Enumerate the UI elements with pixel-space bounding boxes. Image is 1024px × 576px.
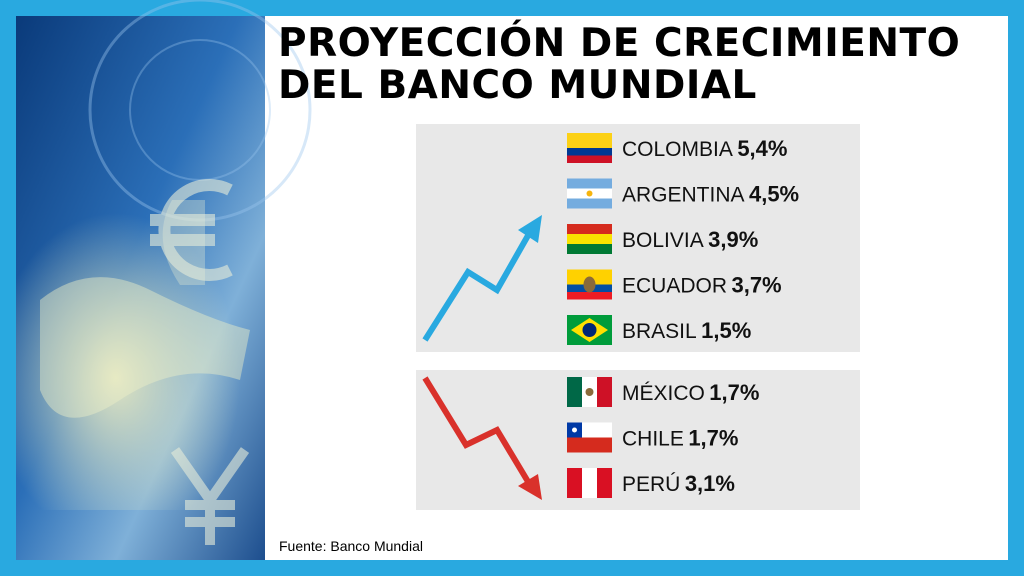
down-arrow (422, 376, 542, 500)
flag-part (567, 198, 612, 209)
country: BRASIL (622, 320, 697, 343)
title-line: DEL BANCO MUNDIAL (278, 63, 757, 108)
flag-part (567, 155, 612, 163)
up-arrow (422, 215, 542, 342)
row-label: BOLIVIA 3,9% (622, 227, 758, 252)
growth-value: 1,5% (701, 318, 751, 343)
side-image (16, 0, 312, 560)
flag-part (597, 468, 612, 498)
row-label: COLOMBIA 5,4% (622, 136, 787, 161)
country: PERÚ (622, 473, 680, 496)
flag (567, 133, 612, 163)
row-label: BRASIL 1,5% (622, 318, 751, 343)
growth-value: 3,9% (708, 227, 758, 252)
flag (567, 315, 612, 345)
flag-part (582, 468, 597, 498)
country: MÉXICO (622, 382, 705, 405)
flag-part (567, 224, 612, 234)
flag-part (567, 148, 612, 156)
group-box (416, 124, 860, 352)
flag-part (583, 276, 596, 293)
country: ECUADOR (622, 275, 727, 298)
flag-part (567, 437, 612, 453)
flag-part (585, 388, 594, 396)
group-box (416, 370, 860, 510)
flag-part (567, 377, 582, 407)
row-label: ECUADOR 3,7% (622, 273, 782, 298)
flag-part (567, 244, 612, 254)
flag (567, 269, 612, 300)
flag (567, 178, 612, 209)
flag-part (567, 292, 612, 300)
title-line: PROYECCIÓN DE CRECIMIENTO (278, 19, 960, 66)
flag-part (567, 133, 612, 148)
flag-part (567, 468, 582, 498)
row-label: CHILE 1,7% (622, 426, 738, 451)
flag-part (586, 190, 593, 197)
flag-part (597, 377, 612, 407)
flag (567, 377, 612, 407)
flag-part (567, 234, 612, 244)
flag-part (567, 178, 612, 189)
growth-value: 5,4% (737, 136, 787, 161)
flag (567, 422, 612, 453)
country: ARGENTINA (622, 184, 745, 207)
flag-part (572, 427, 577, 433)
growth-value: 3,7% (731, 273, 781, 298)
flag-part (582, 323, 597, 337)
flag (567, 468, 612, 498)
country: CHILE (622, 428, 684, 451)
row-label: ARGENTINA 4,5% (622, 182, 799, 207)
source: Fuente: Banco Mundial (279, 538, 423, 554)
row-label: PERÚ 3,1% (622, 471, 735, 496)
growth-value: 1,7% (688, 426, 738, 451)
row-label: MÉXICO 1,7% (622, 380, 759, 405)
growth-value: 4,5% (749, 182, 799, 207)
flag (567, 224, 612, 254)
growth-value: 1,7% (709, 380, 759, 405)
country: COLOMBIA (622, 138, 733, 161)
country: BOLIVIA (622, 229, 704, 252)
growth-value: 3,1% (685, 471, 735, 496)
